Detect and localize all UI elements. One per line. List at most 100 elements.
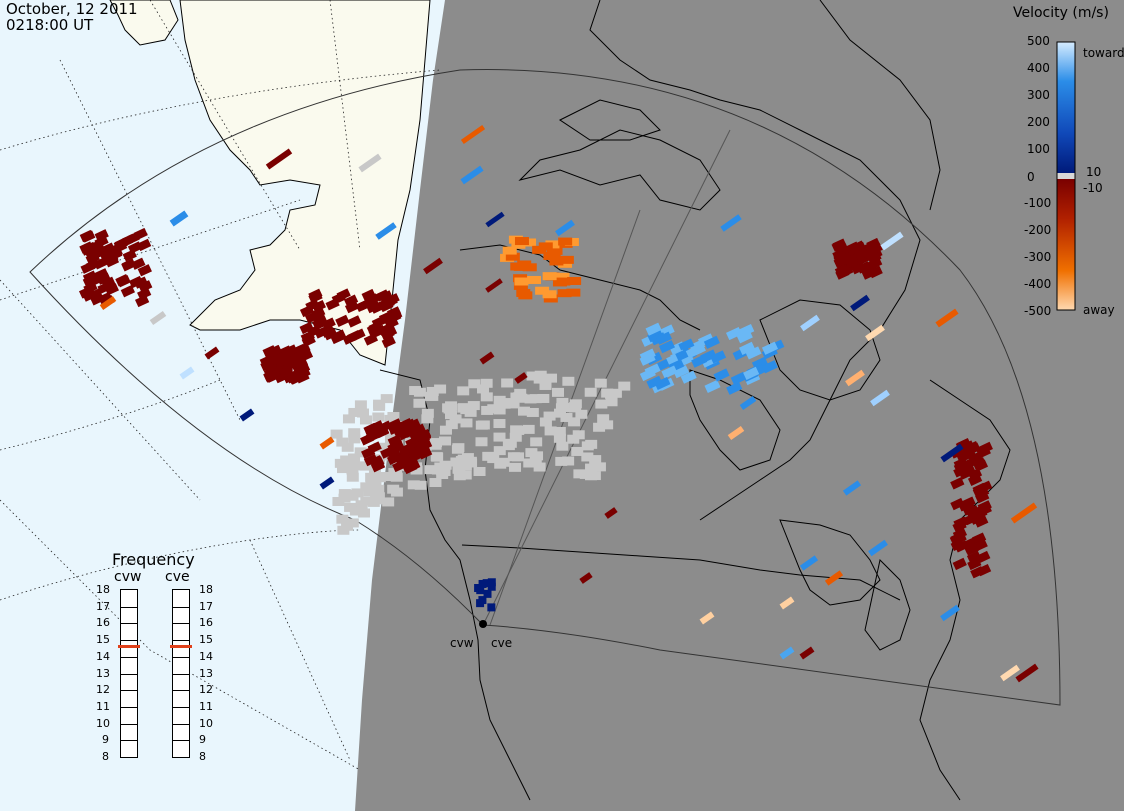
scatter-cell [474,584,483,593]
scatter-cell [300,330,315,343]
scatter-cell [413,398,426,408]
scatter-cell [868,265,883,279]
colorbar-tick-label: -100 [1024,196,1052,210]
scatter-cell [546,249,561,258]
scatter-cell [509,432,522,442]
scatter-cell [661,365,678,379]
scatter-cell [940,443,964,463]
velocity-colorbar [1056,41,1076,311]
scatter-cell [493,405,506,415]
scatter-cell [974,486,990,499]
scatter-cell [476,599,485,608]
scatter-cell [526,407,539,417]
scatter-cell [842,480,862,496]
scatter-cell [553,426,566,436]
scatter-cell [697,333,715,347]
scatter-cell [739,395,757,411]
scatter-cell [545,373,558,383]
scatter-cell [553,433,566,443]
scatter-cell [346,465,359,475]
scatter-cell [529,394,542,404]
scatter-cell [513,281,528,290]
scatter-cell [403,461,418,475]
frequency-scale-cve [172,589,190,758]
frequency-tick-label: 9 [102,733,109,747]
scatter-cell [487,578,496,587]
scatter-cell [558,237,573,246]
scatter-cell [344,502,357,512]
scatter-cell [336,514,349,524]
scatter-cell [567,434,580,444]
scatter-cell [526,371,539,381]
scatter-cell [555,272,570,281]
scatter-cell [439,436,452,446]
scatter-cell [556,277,571,286]
scatter-cell [824,570,844,586]
scatter-cell [359,415,372,425]
frequency-tick-label: 14 [199,649,213,663]
scatter-cell [560,412,573,422]
scatter-cell [585,463,598,473]
scatter-cell [958,499,973,512]
scatter-cell [104,252,119,265]
radar-site-marker [479,620,487,628]
scatter-cell [566,288,581,297]
scatter-cell [336,288,351,301]
scatter-cell [525,448,538,458]
scatter-cell [968,506,983,519]
scatter-cells [78,124,1039,683]
scatter-cell [974,515,989,528]
graticule [0,0,441,771]
frequency-tick-label: 10 [96,716,110,730]
scatter-cell [445,420,458,430]
frequency-tick-label: 13 [199,666,213,680]
scatter-cell [678,338,695,352]
scatter-cell [880,231,904,251]
scatter-cell [845,369,865,387]
scatter-cell [539,417,552,427]
scatter-cell [341,442,354,452]
frequency-tick-label: 10 [199,716,213,730]
scatter-cell [559,255,574,264]
scatter-cell [367,497,380,507]
scatter-cell [99,248,114,262]
scatter-cell [169,210,189,227]
scatter-cell [426,386,439,396]
scatter-cell [137,264,152,277]
scatter-cell [779,646,795,660]
scatter-cell [557,289,572,298]
scatter-cell [487,603,496,612]
frequency-radar-label-cve: cve [165,569,190,585]
scatter-cell [493,432,506,442]
frequency-tick-label: 17 [96,599,110,613]
scatter-cell [868,257,883,270]
scatter-cell [542,290,557,299]
beam-divider [482,129,731,626]
date-label: October, 12 2011 [6,0,138,18]
scatter-cell [363,453,379,467]
scatter-cell [480,392,493,402]
scatter-cell [460,124,486,145]
scatter-cell [537,393,550,403]
scatter-cell [392,459,407,473]
scatter-cell [370,460,386,473]
scatter-cell [601,388,614,398]
scatter-cell [597,414,610,424]
scatter-cell [436,470,449,480]
frequency-title: Frequency [112,550,195,569]
scatter-cell [375,289,390,302]
scatter-cell [96,272,111,285]
scatter-cell [347,315,362,328]
scatter-cell [323,328,338,341]
scatter-cell [483,589,492,598]
colorbar-tick-label: 200 [1027,115,1050,129]
scatter-cell [295,362,311,375]
scatter-cell [870,389,890,407]
scatter-cell [543,294,558,303]
scatter-cell [372,412,385,422]
scatter-cell [479,351,495,365]
scatter-cell [555,219,575,237]
scatter-cell [379,299,394,313]
scatter-cell [442,403,455,413]
scatter-cell [311,299,327,313]
